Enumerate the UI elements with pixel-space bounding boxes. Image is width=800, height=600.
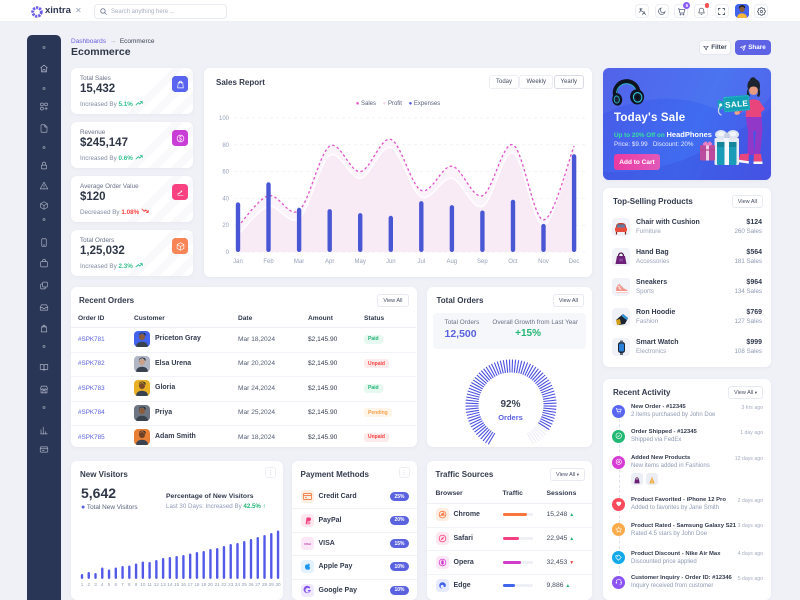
svg-text:Apr: Apr [325,259,334,265]
svg-text:Mar: Mar [294,259,304,265]
svg-text:5: 5 [108,582,111,587]
svg-text:Aug: Aug [446,259,457,265]
svg-text:13: 13 [161,582,167,587]
svg-text:26: 26 [248,582,254,587]
svg-text:21: 21 [215,582,221,587]
svg-text:14: 14 [167,582,173,587]
svg-text:15: 15 [174,582,180,587]
svg-text:Jan: Jan [233,259,243,265]
svg-text:4: 4 [101,582,104,587]
svg-text:29: 29 [269,582,275,587]
svg-text:25: 25 [242,582,248,587]
svg-text:1: 1 [81,582,84,587]
svg-text:2: 2 [87,582,90,587]
svg-text:30: 30 [275,582,281,587]
svg-text:Jun: Jun [386,259,396,265]
svg-text:12: 12 [154,582,160,587]
svg-text:80: 80 [222,143,229,149]
svg-text:19: 19 [201,582,207,587]
svg-text:22: 22 [221,582,227,587]
svg-text:7: 7 [121,582,124,587]
svg-text:27: 27 [255,582,261,587]
svg-text:May: May [355,259,366,265]
svg-text:28: 28 [262,582,268,587]
svg-text:24: 24 [235,582,241,587]
svg-text:SALE: SALE [725,99,749,110]
svg-text:40: 40 [222,196,229,202]
svg-text:8: 8 [128,582,131,587]
svg-text:18: 18 [194,582,200,587]
svg-text:Nov: Nov [538,259,549,265]
svg-text:20: 20 [222,223,229,229]
svg-text:Sep: Sep [477,259,488,265]
svg-text:16: 16 [181,582,187,587]
svg-text:Feb: Feb [263,259,274,265]
svg-text:10: 10 [140,582,146,587]
svg-text:VISA: VISA [303,542,310,546]
svg-text:100: 100 [219,116,230,122]
svg-text:Dec: Dec [569,259,580,265]
svg-text:60: 60 [222,170,229,176]
svg-text:20: 20 [208,582,214,587]
svg-text:11: 11 [147,582,152,587]
svg-text:3: 3 [94,582,97,587]
svg-text:0: 0 [226,250,230,256]
svg-text:9: 9 [135,582,138,587]
svg-text:Jul: Jul [417,259,425,265]
svg-text:Oct: Oct [508,259,518,265]
svg-text:17: 17 [188,582,194,587]
svg-text:23: 23 [228,582,234,587]
svg-text:6: 6 [115,582,118,587]
